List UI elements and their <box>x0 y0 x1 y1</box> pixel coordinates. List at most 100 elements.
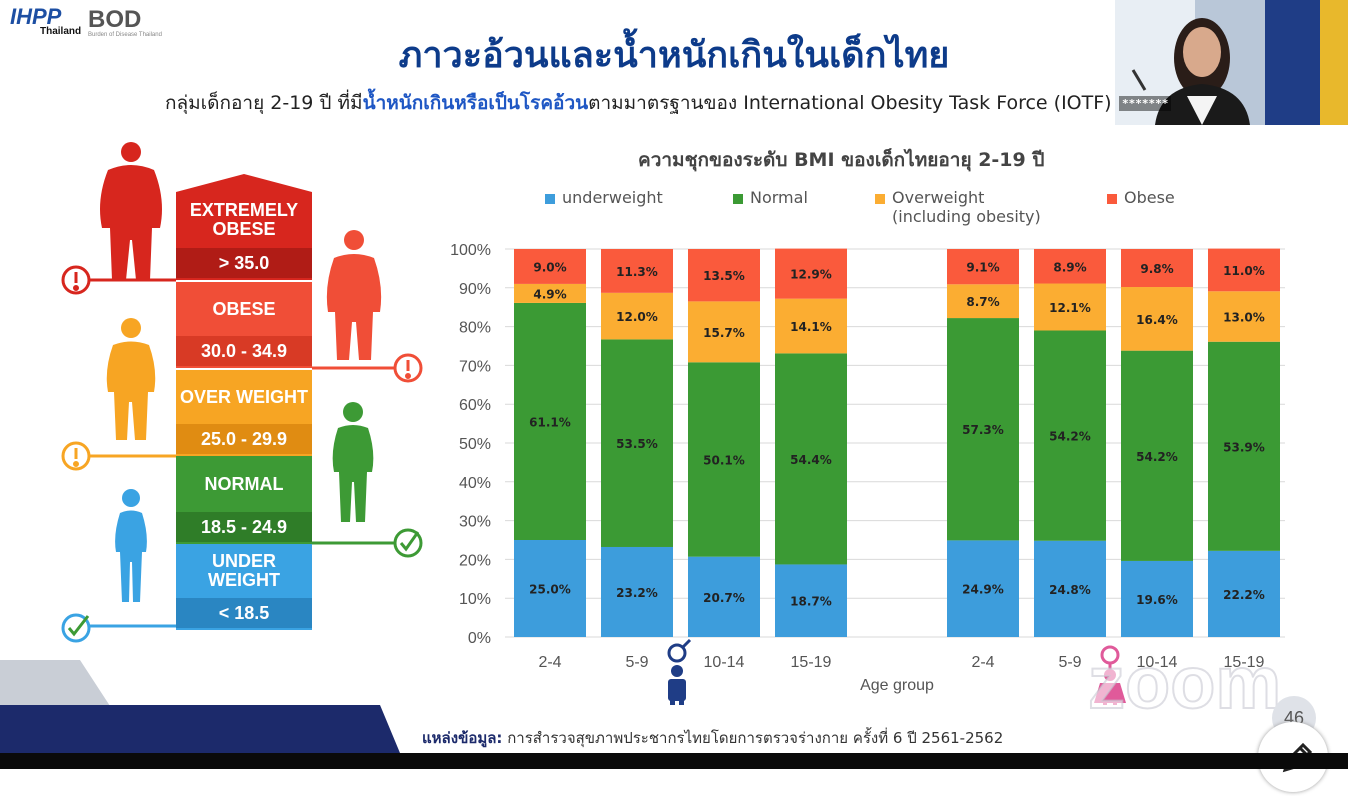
y-tick-label: 80% <box>459 320 491 337</box>
obese-figure-icon <box>326 230 382 360</box>
female-icon <box>1094 645 1126 705</box>
bar-segment <box>1034 330 1106 541</box>
bar-segment <box>775 353 847 565</box>
bar-segment <box>1208 291 1280 342</box>
data-label: 18.7% <box>790 595 832 609</box>
presenter-video[interactable]: ******* <box>1115 0 1348 125</box>
bar-segment <box>775 564 847 637</box>
bar-segment <box>1121 249 1193 288</box>
x-tick-label: 10-14 <box>1137 654 1178 671</box>
data-label: 20.7% <box>703 591 745 605</box>
legend-label-line: Overweight <box>892 188 985 207</box>
bar-segment <box>514 249 586 284</box>
bod-logo-text: BOD <box>88 6 142 33</box>
bmi-figures-svg <box>61 142 423 643</box>
bmi-stacked-bar-chart: 0% 10% 20% 30% 40% 50% 60% 70% 80% 90% 100% 25.0% 61… <box>450 242 1285 705</box>
source-note: แหล่งข้อมูล: การสำรวจสุขภาพประชากรไทยโดย… <box>422 726 1003 750</box>
bar-segment <box>688 556 760 637</box>
bar-segment <box>1034 249 1106 284</box>
bottom-decor-bar <box>0 705 400 753</box>
bmi-infographic: EXTREMELY OBESE > 35.0 OBESE 30.0 - 34.9 OVE… <box>0 130 430 650</box>
video-name-label: ******* <box>1119 96 1172 111</box>
data-label: 8.7% <box>966 295 999 309</box>
bar-segment <box>1208 550 1280 637</box>
x-tick-label: 5-9 <box>625 654 648 671</box>
bmi-level-label: OVER WEIGHT <box>179 386 308 407</box>
data-label: 19.6% <box>1136 593 1178 607</box>
y-tick-label: 20% <box>459 552 491 569</box>
y-tick-label: 70% <box>459 358 491 375</box>
bar-segment <box>1121 350 1193 561</box>
y-tick-label: 10% <box>459 591 491 608</box>
legend-swatch <box>875 194 885 204</box>
bar-segment <box>601 546 673 637</box>
bmi-level-0: EXTREMELY OBESE > 35.0 <box>176 192 312 280</box>
data-label: 9.8% <box>1140 262 1173 276</box>
ihpp-logo-sub: Thailand <box>40 26 82 37</box>
data-label: 53.9% <box>1223 440 1265 454</box>
bar-segment <box>947 249 1019 285</box>
y-tick-label: 40% <box>459 475 491 492</box>
legend-label-line: underweight <box>562 188 663 207</box>
bar-segment <box>1034 283 1106 331</box>
bmi-level-range: > 35.0 <box>176 248 312 278</box>
bar-segment <box>601 339 673 547</box>
bar-segment <box>947 540 1019 637</box>
source-text: การสำรวจสุขภาพประชากรไทยโดยการตรวจร่างกา… <box>507 729 1004 747</box>
x-tick-label: 10-14 <box>704 654 745 671</box>
bmi-level-range: 25.0 - 29.9 <box>176 424 312 454</box>
data-label: 54.4% <box>790 453 832 467</box>
bottom-decor-gray <box>0 660 110 706</box>
bar-segment <box>688 249 760 302</box>
data-label: 9.0% <box>533 260 566 274</box>
x-axis-title: Age group <box>860 677 934 694</box>
data-label: 25.0% <box>529 583 571 597</box>
slide-subtitle: กลุ่มเด็กอายุ 2-19 ปี ที่มีน้ำหนักเกินหร… <box>165 88 1112 118</box>
legend-label: Overweight (including obesity) <box>892 188 1041 226</box>
data-label: 22.2% <box>1223 588 1265 602</box>
check-icon <box>393 528 423 558</box>
bar-segment <box>1208 341 1280 551</box>
y-tick-label: 50% <box>459 436 491 453</box>
y-tick-label: 60% <box>459 397 491 414</box>
data-label: 11.3% <box>616 265 658 279</box>
subtitle-pre: กลุ่มเด็กอายุ 2-19 ปี ที่มี <box>165 92 363 114</box>
bar-segment <box>601 292 673 340</box>
bmi-level-range: 30.0 - 34.9 <box>176 336 312 366</box>
bar-segment <box>1121 560 1193 637</box>
underweight-figure-icon <box>115 489 147 602</box>
overweight-figure-icon <box>106 318 156 440</box>
y-tick-label: 90% <box>459 281 491 298</box>
legend-label-line: (including obesity) <box>892 207 1041 226</box>
legend-label: Normal <box>750 188 808 207</box>
bar-segment <box>947 318 1019 541</box>
data-label: 14.1% <box>790 320 832 334</box>
x-tick-label: 2-4 <box>971 654 994 671</box>
bar-segment <box>775 248 847 299</box>
legend-swatch <box>1107 194 1117 204</box>
bmi-level-2: OVER WEIGHT 25.0 - 29.9 <box>176 370 312 456</box>
bmi-level-4: UNDER WEIGHT < 18.5 <box>176 544 312 630</box>
bmi-level-range: < 18.5 <box>176 598 312 628</box>
chart-legend: underweight Normal Overweight (including ob… <box>545 188 1245 238</box>
x-tick-label: 15-19 <box>791 654 832 671</box>
screen-bottom-bar <box>0 753 1348 769</box>
data-label: 54.2% <box>1136 450 1178 464</box>
data-label: 8.9% <box>1053 260 1086 274</box>
bmi-level-range: 18.5 - 24.9 <box>176 512 312 542</box>
data-label: 11.0% <box>1223 264 1265 278</box>
data-label: 23.2% <box>616 586 658 600</box>
data-label: 16.4% <box>1136 313 1178 327</box>
bar-segment <box>1034 540 1106 637</box>
bmi-level-1: OBESE 30.0 - 34.9 <box>176 282 312 368</box>
check-icon <box>61 613 91 643</box>
subtitle-highlight: น้ำหนักเกินหรือเป็นโรคอ้วน <box>362 92 589 114</box>
data-label: 57.3% <box>962 423 1004 437</box>
legend-label-line: Normal <box>750 188 808 207</box>
data-label: 15.7% <box>703 326 745 340</box>
chart-title: ความชุกของระดับ BMI ของเด็กไทยอายุ 2-19 … <box>638 149 1045 171</box>
data-label: 53.5% <box>616 437 658 451</box>
data-label: 12.1% <box>1049 301 1091 315</box>
warning-icon <box>61 441 91 471</box>
source-label: แหล่งข้อมูล: <box>422 729 503 747</box>
